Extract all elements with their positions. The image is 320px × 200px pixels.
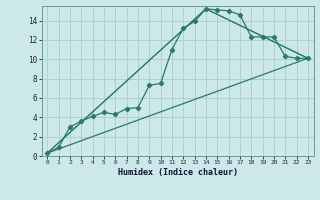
X-axis label: Humidex (Indice chaleur): Humidex (Indice chaleur) <box>118 168 237 177</box>
